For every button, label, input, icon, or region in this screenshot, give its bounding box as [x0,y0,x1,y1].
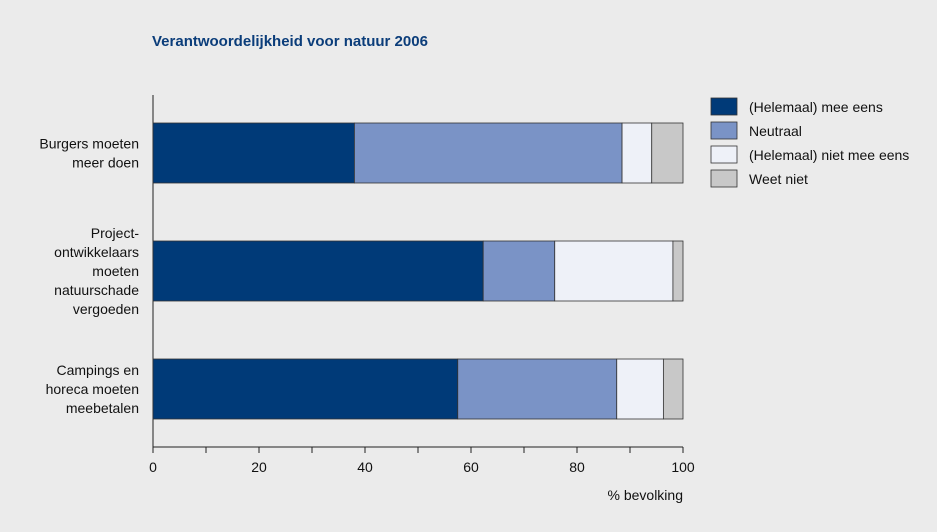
category-label-line: Project- [91,225,140,241]
x-axis-title: % bevolking [608,487,684,503]
category-label-line: meer doen [72,155,139,171]
legend-swatch [710,97,738,116]
bar-segment [672,240,684,302]
chart-title: Verantwoordelijkheid voor natuur 2006 [152,33,428,50]
bar-segment [152,358,459,420]
legend-swatch [710,145,738,164]
category-label: Burgers moeten meer doen [39,136,139,171]
category-label-line: meebetalen [66,400,139,416]
category-label-line: Burgers moeten [39,136,139,152]
category-label: Project-ontwikkelaars moeten natuurschade v… [54,225,139,317]
category-label-line: vergoeden [73,301,139,317]
category-label-line: ontwikkelaars [54,244,139,260]
legend-label: Weet niet [749,171,808,187]
legend-label: Neutraal [749,123,802,139]
category-label-line: natuurschade [54,282,139,298]
x-tick-label: 100 [671,459,695,475]
x-tick-label: 40 [357,459,373,475]
x-tick-label: 20 [251,459,267,475]
bar-segment [616,358,664,420]
category-label-line: Campings en [57,362,140,378]
legend-label: (Helemaal) niet mee eens [749,147,909,163]
legend-swatch [710,121,738,140]
x-tick-label: 60 [463,459,479,475]
x-tick-label: 0 [149,459,157,475]
bar-segment [152,240,484,302]
x-tick-label: 80 [569,459,585,475]
bar-segment [152,122,355,184]
category-label: Campings en horeca moeten meebetalen [46,362,139,416]
bar-segment [482,240,556,302]
category-label-line: horeca moeten [46,381,139,397]
legend-swatch [710,169,738,188]
bar-segment [554,240,674,302]
bar-segment [353,122,623,184]
bar-segment [662,358,684,420]
bar-segment [457,358,618,420]
legend-label: (Helemaal) mee eens [749,99,883,115]
category-label-line: moeten [92,263,139,279]
bar-segment [651,122,684,184]
bar-segment [621,122,653,184]
